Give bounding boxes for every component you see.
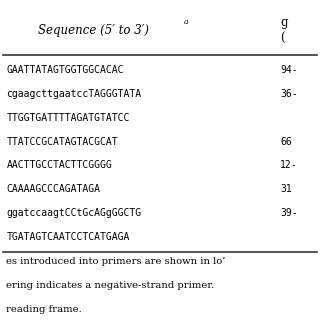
Text: cgaagcttgaatccTAGGGTATA: cgaagcttgaatccTAGGGTATA: [6, 89, 141, 99]
Text: g: g: [280, 16, 287, 29]
Text: (: (: [280, 32, 284, 45]
Text: CAAAAGCCCAGATAGA: CAAAAGCCCAGATAGA: [6, 184, 100, 194]
Text: 66: 66: [280, 137, 292, 147]
Text: reading frame.: reading frame.: [6, 305, 82, 314]
Text: 12-: 12-: [280, 160, 298, 170]
Text: 36-: 36-: [280, 89, 298, 99]
Text: GAATTATAGTGGTGGCACAC: GAATTATAGTGGTGGCACAC: [6, 65, 124, 75]
Text: 94-: 94-: [280, 65, 298, 75]
Text: AACTTGCCTACTTCGGGG: AACTTGCCTACTTCGGGG: [6, 160, 112, 170]
Text: 39-: 39-: [280, 208, 298, 218]
Text: TTGGTGATTTTAGATGTATCC: TTGGTGATTTTAGATGTATCC: [6, 113, 130, 123]
Text: ggatccaagtCCtGcAGgGGCTG: ggatccaagtCCtGcAGgGGCTG: [6, 208, 141, 218]
Text: TTATCCGCATAGTACGCAT: TTATCCGCATAGTACGCAT: [6, 137, 118, 147]
Text: es introduced into primers are shown in lo’: es introduced into primers are shown in …: [6, 257, 226, 266]
Text: ering indicates a negative-strand primer.: ering indicates a negative-strand primer…: [6, 281, 218, 290]
Text: TGATAGTCAATCCTCATGAGA: TGATAGTCAATCCTCATGAGA: [6, 232, 130, 242]
Text: 31: 31: [280, 184, 292, 194]
Text: a: a: [184, 18, 188, 26]
Text: Sequence (5′ to 3′): Sequence (5′ to 3′): [38, 24, 149, 37]
